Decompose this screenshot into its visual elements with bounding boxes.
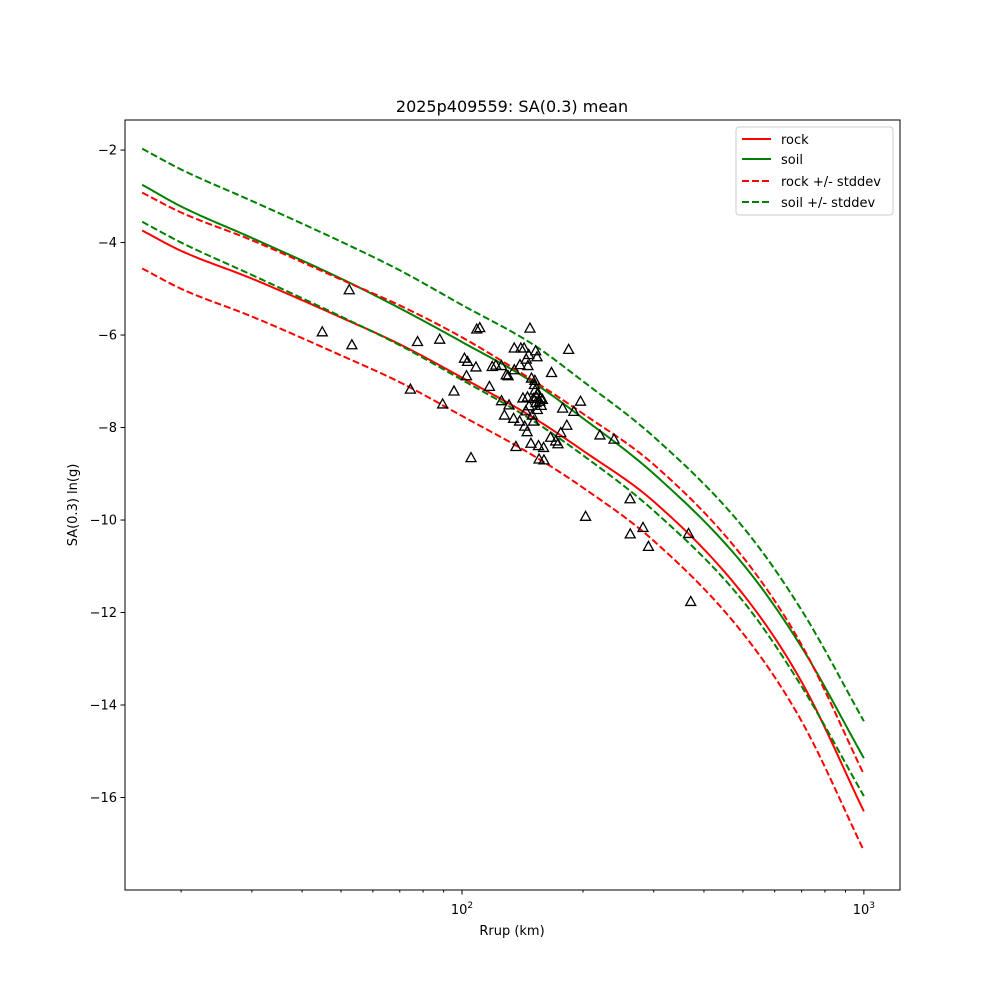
observation-marker xyxy=(562,343,575,355)
observation-marker xyxy=(469,360,483,372)
observation-marker xyxy=(535,399,548,410)
observation-marker xyxy=(607,432,621,444)
observation-marker xyxy=(461,355,474,367)
observation-marker xyxy=(537,441,550,453)
observation-marker xyxy=(345,338,358,350)
observation-marker xyxy=(551,437,565,449)
observation-marker xyxy=(684,595,697,607)
y-axis: −16 −14 −12 −10 −8 −6 −4 −2 xyxy=(90,144,125,806)
observation-marker xyxy=(513,414,526,426)
observation-marker xyxy=(411,335,424,347)
marker-layer xyxy=(316,283,697,607)
observation-marker xyxy=(483,380,496,392)
curve-layer xyxy=(141,147,865,852)
observation-marker xyxy=(536,392,549,404)
y-tick-label: −14 xyxy=(90,699,117,714)
observation-marker xyxy=(508,341,521,353)
observation-marker xyxy=(495,359,508,371)
legend: rock soil rock +/- stddev soil +/- stdde… xyxy=(735,126,894,216)
observation-marker xyxy=(343,283,356,295)
observation-marker xyxy=(545,366,558,378)
observation-marker xyxy=(549,434,562,446)
series-line-0 xyxy=(141,229,865,812)
observation-marker xyxy=(574,394,587,406)
y-tick-label: −12 xyxy=(90,606,117,621)
observation-marker xyxy=(532,439,545,451)
observation-marker xyxy=(316,325,329,337)
observation-marker xyxy=(498,408,511,420)
observation-marker xyxy=(523,321,537,333)
series-line-1 xyxy=(141,183,865,759)
observation-marker xyxy=(567,405,580,417)
legend-label-soil-stddev: soil +/- stddev xyxy=(781,196,876,211)
observation-marker xyxy=(447,384,461,396)
observation-marker xyxy=(513,358,527,370)
observation-marker xyxy=(623,492,637,504)
x-tick-label: 103 xyxy=(853,901,875,918)
observation-marker xyxy=(593,428,607,440)
observation-marker xyxy=(624,527,637,539)
series-line-4 xyxy=(141,147,865,722)
observation-marker xyxy=(517,341,531,353)
observation-marker xyxy=(554,426,567,438)
observation-marker xyxy=(470,322,483,334)
observation-marker xyxy=(404,382,417,394)
observation-marker xyxy=(544,430,557,442)
y-tick-label: −8 xyxy=(98,421,117,436)
observation-marker xyxy=(556,401,569,413)
x-axis: 102 103 xyxy=(180,890,875,918)
legend-label-rock-stddev: rock +/- stddev xyxy=(781,175,881,190)
plot-frame xyxy=(124,119,901,891)
y-axis-label: SA(0.3) ln(g) xyxy=(66,464,81,547)
observation-marker xyxy=(486,360,499,372)
y-tick-label: −4 xyxy=(98,236,117,251)
observation-marker xyxy=(524,436,538,448)
x-tick-label: 102 xyxy=(451,901,473,918)
observation-marker xyxy=(464,451,478,463)
observation-marker xyxy=(533,394,546,406)
observation-marker xyxy=(507,411,520,423)
observation-marker xyxy=(527,414,540,426)
observation-marker xyxy=(682,527,695,539)
series-line-2 xyxy=(141,191,865,775)
observation-marker xyxy=(436,397,449,409)
observation-marker xyxy=(509,440,523,452)
legend-label-rock: rock xyxy=(781,133,809,148)
observation-marker xyxy=(495,394,508,406)
observation-marker xyxy=(530,350,544,362)
x-axis-label: Rrup (km) xyxy=(479,924,544,939)
observation-marker xyxy=(516,391,530,403)
observation-marker xyxy=(560,418,573,430)
legend-label-soil: soil xyxy=(781,153,803,168)
observation-marker xyxy=(642,540,655,552)
plot-area xyxy=(125,120,900,890)
observation-marker xyxy=(521,359,535,371)
observation-marker xyxy=(473,321,486,333)
series-line-3 xyxy=(141,267,865,852)
observation-marker xyxy=(460,369,473,381)
y-tick-label: −10 xyxy=(90,514,117,529)
y-tick-label: −2 xyxy=(98,144,117,159)
observation-marker xyxy=(520,425,534,437)
observation-marker xyxy=(636,521,650,533)
y-tick-label: −16 xyxy=(90,791,117,806)
chart-title: 2025p409559: SA(0.3) mean xyxy=(396,97,628,116)
observation-marker xyxy=(489,358,502,370)
y-tick-label: −6 xyxy=(98,329,117,344)
legend-box xyxy=(735,126,894,216)
observation-marker xyxy=(433,332,446,344)
observation-marker xyxy=(521,390,534,402)
series-line-5 xyxy=(141,220,865,797)
observation-marker xyxy=(502,398,516,410)
observation-marker xyxy=(501,369,515,381)
observation-marker xyxy=(579,509,592,521)
observation-marker xyxy=(537,453,551,465)
